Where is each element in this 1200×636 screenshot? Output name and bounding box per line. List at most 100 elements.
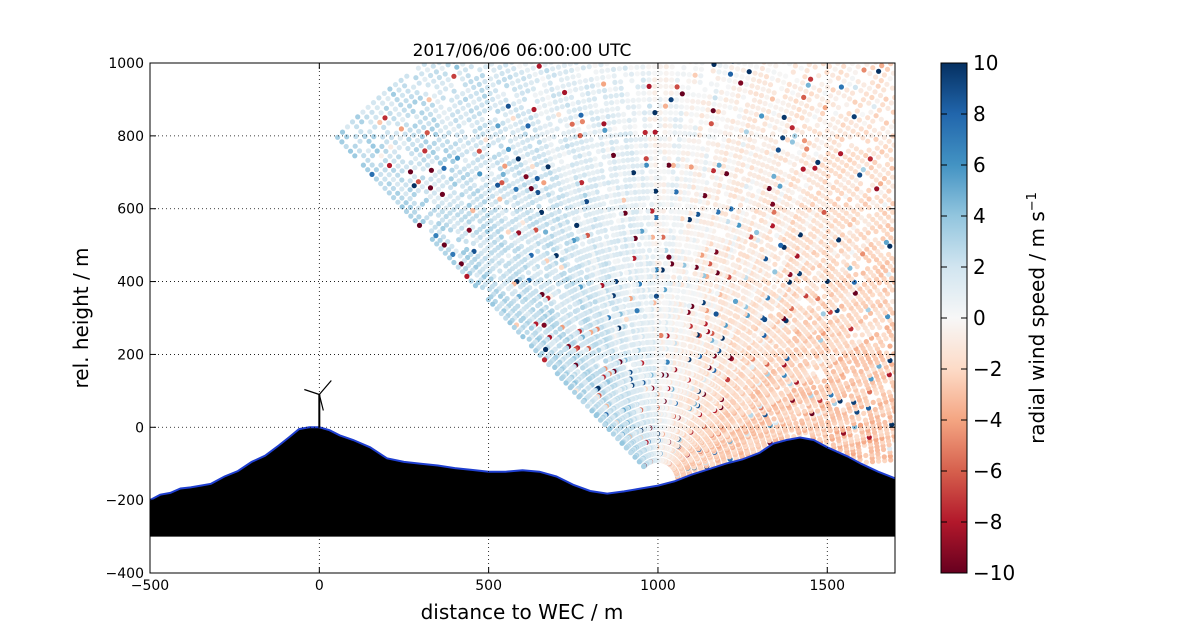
wind-speed-point: [794, 141, 800, 147]
wind-speed-point: [671, 143, 677, 149]
wind-speed-point: [665, 353, 671, 359]
wind-speed-point: [622, 131, 629, 137]
wind-speed-point: [744, 102, 751, 108]
wind-speed-point: [640, 84, 647, 90]
wind-speed-point: [732, 298, 739, 304]
wind-speed-point: [608, 93, 614, 99]
wind-speed-point: [604, 107, 610, 113]
wind-speed-point: [853, 177, 859, 183]
wind-speed-point: [810, 348, 816, 354]
wind-speed-point: [755, 105, 761, 111]
wind-speed-point: [802, 123, 808, 129]
wind-speed-point: [876, 397, 882, 403]
wind-speed-point: [881, 72, 888, 78]
wind-speed-point: [647, 129, 653, 135]
wind-speed-point: [673, 110, 679, 116]
wind-speed-point: [744, 163, 751, 169]
wind-speed-point: [792, 84, 798, 90]
wind-speed-point: [717, 96, 724, 102]
wind-speed-point: [773, 63, 779, 69]
wind-speed-point: [773, 362, 779, 368]
wind-speed-point: [666, 156, 672, 162]
wind-speed-point: [757, 99, 763, 105]
wind-speed-point: [846, 188, 852, 194]
wind-speed-point: [883, 120, 890, 126]
wind-speed-point: [614, 145, 620, 151]
wind-speed-point: [797, 172, 804, 178]
wind-speed-point: [764, 115, 770, 121]
wind-speed-point: [683, 243, 689, 249]
wind-speed-point: [748, 130, 754, 136]
wind-speed-point: [634, 150, 640, 156]
wind-speed-point: [825, 173, 831, 179]
wind-speed-point: [709, 114, 715, 120]
wind-speed-point: [663, 96, 669, 103]
wind-speed-point: [845, 125, 851, 131]
wind-speed-point: [783, 108, 790, 114]
wind-speed-point: [781, 114, 787, 120]
wind-speed-point: [880, 306, 886, 312]
wind-speed-point: [846, 425, 852, 432]
wind-speed-point: [851, 114, 857, 120]
wind-speed-point: [646, 96, 653, 103]
wind-speed-point: [848, 393, 855, 399]
wind-speed-point: [849, 90, 856, 96]
wind-speed-point: [671, 274, 677, 280]
wind-speed-point: [669, 248, 676, 254]
wind-speed-point: [725, 232, 731, 238]
wind-speed-point: [742, 155, 748, 162]
wind-speed-point: [857, 422, 864, 428]
wind-speed-point: [692, 171, 698, 177]
wind-speed-point: [706, 167, 712, 173]
wind-speed-point: [679, 170, 685, 176]
wind-speed-point: [811, 85, 817, 91]
wind-speed-point: [862, 226, 868, 232]
wind-speed-point: [688, 111, 695, 117]
wind-speed-point: [885, 129, 891, 135]
wind-speed-point: [882, 57, 887, 62]
wind-speed-point: [840, 122, 846, 128]
wind-speed-point: [823, 55, 828, 60]
wind-speed-point: [890, 298, 895, 305]
wind-speed-point: [701, 239, 707, 245]
wind-speed-point: [745, 75, 751, 81]
wind-speed-point: [648, 149, 654, 155]
wind-speed-point: [777, 347, 783, 353]
wind-speed-point: [803, 319, 809, 325]
wind-speed-point: [714, 148, 720, 154]
wind-speed-point: [736, 86, 743, 92]
wind-speed-point: [786, 63, 793, 67]
wind-speed-point: [640, 77, 646, 83]
wind-speed-point: [802, 358, 808, 364]
wind-speed-point: [800, 166, 806, 172]
wind-speed-point: [686, 303, 692, 309]
wind-speed-point: [773, 343, 779, 349]
wind-speed-point: [661, 155, 668, 162]
wind-speed-point: [652, 96, 658, 102]
wind-speed-point: [709, 174, 715, 180]
wind-speed-point: [615, 152, 621, 158]
wind-speed-point: [742, 135, 748, 141]
wind-speed-point: [889, 174, 895, 180]
wind-speed-point: [701, 166, 708, 172]
wind-speed-point: [743, 81, 750, 87]
wind-speed-point: [599, 141, 605, 147]
wind-speed-point: [821, 378, 827, 384]
wind-speed-point: [866, 258, 872, 264]
wind-speed-point: [729, 165, 736, 172]
wind-speed-point: [606, 120, 612, 126]
wind-speed-point: [597, 128, 603, 134]
wind-speed-point: [588, 76, 594, 83]
wind-speed-point: [644, 307, 650, 313]
wind-speed-point: [692, 271, 698, 277]
wind-speed-point: [774, 232, 780, 239]
wind-speed-point: [867, 321, 873, 327]
wind-speed-point: [834, 179, 840, 185]
wind-speed-point: [763, 135, 769, 141]
wind-speed-point: [870, 253, 876, 259]
wind-speed-point: [688, 118, 694, 124]
wind-speed-point: [801, 109, 808, 115]
wind-speed-point: [794, 113, 800, 119]
wind-speed-point: [700, 54, 705, 59]
wind-speed-point: [764, 149, 770, 155]
